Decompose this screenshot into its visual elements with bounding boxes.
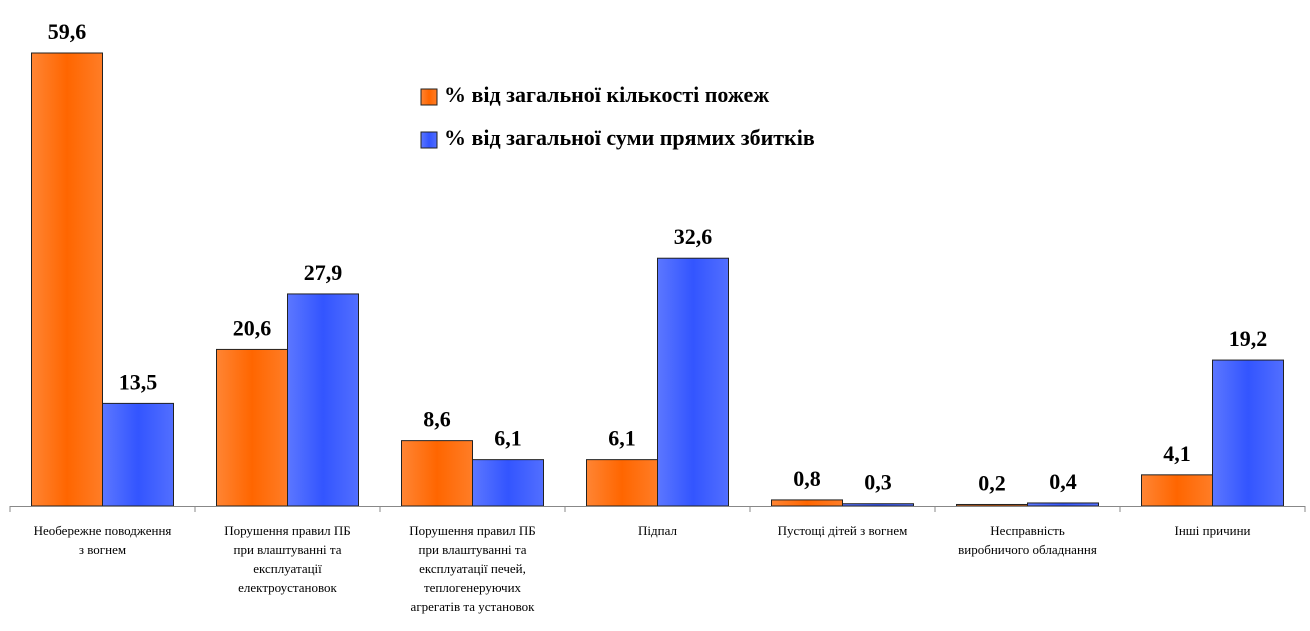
bar [287, 293, 359, 507]
bar [472, 459, 544, 507]
value-label: 6,1 [494, 426, 522, 451]
value-label: 0,3 [864, 470, 892, 495]
legend-label: % від загальної суми прямих збитків [444, 125, 815, 150]
value-label: 6,1 [608, 426, 636, 451]
bar [586, 459, 658, 507]
value-label: 59,6 [48, 19, 87, 44]
value-label: 32,6 [674, 224, 713, 249]
x-tick-label: Інші причини [1174, 523, 1251, 538]
value-label: 0,4 [1049, 469, 1077, 494]
value-label: 20,6 [233, 315, 272, 340]
bar [31, 52, 103, 507]
x-tick-label: Пустощі дітей з вогнем [777, 523, 908, 538]
legend-label: % від загальної кількості пожеж [444, 82, 769, 107]
value-label: 8,6 [423, 407, 451, 432]
bar [102, 402, 174, 507]
value-label: 0,2 [978, 470, 1006, 495]
bar [657, 257, 729, 507]
bar [1027, 502, 1099, 507]
bar [1141, 474, 1213, 507]
value-label: 13,5 [119, 369, 158, 394]
bar [1212, 359, 1284, 507]
bar [216, 348, 288, 507]
legend-swatch [420, 131, 438, 149]
x-tick-label: Порушення правил ПБ при влаштуванні та е… [224, 523, 351, 595]
legend-swatch [420, 88, 438, 106]
value-label: 4,1 [1163, 441, 1191, 466]
value-label: 27,9 [304, 260, 343, 285]
bar [842, 503, 914, 507]
bar [401, 440, 473, 507]
x-tick-label: Порушення правил ПБ при влаштуванні та е… [409, 523, 536, 614]
bar [771, 499, 843, 507]
x-tick-label: Необережне поводження з вогнем [33, 523, 172, 557]
x-tick-label: Несправність виробничого обладнання [958, 523, 1097, 557]
value-label: 19,2 [1229, 326, 1268, 351]
x-tick-label: Підпал [638, 523, 677, 538]
value-label: 0,8 [793, 466, 821, 491]
bar [956, 503, 1028, 507]
